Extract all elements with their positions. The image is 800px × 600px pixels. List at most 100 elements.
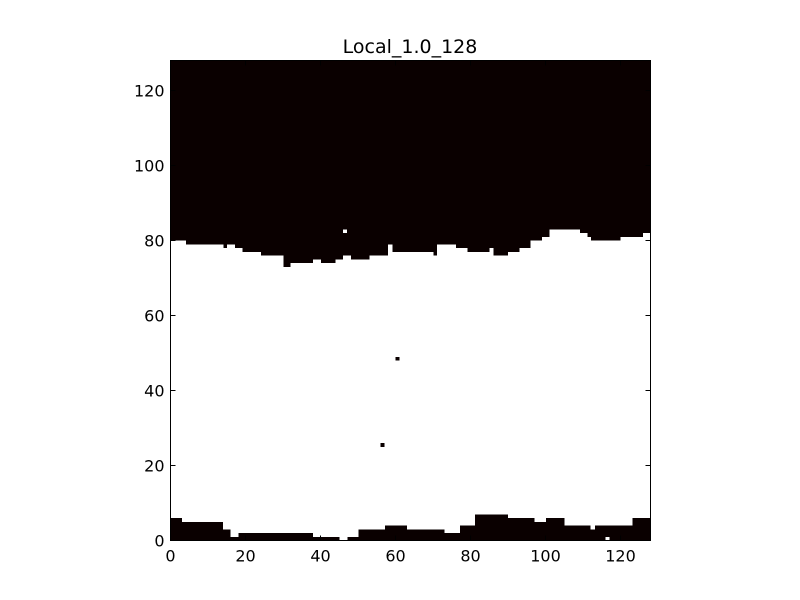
plot-frame: [170, 60, 651, 541]
heatmap-column: [511, 251, 517, 518]
heatmap-column: [268, 255, 273, 533]
heatmap-column: [609, 240, 614, 526]
heatmap-column: [204, 244, 209, 522]
heatmap-column: [361, 259, 367, 530]
heatmap-column: [463, 248, 468, 526]
heatmap-column: [174, 240, 179, 518]
heatmap-speck: [395, 356, 400, 361]
heatmap-column: [301, 263, 307, 533]
heatmap-column: [601, 240, 607, 526]
y-tick-label: 100: [134, 157, 165, 176]
heatmap-column: [260, 255, 265, 533]
heatmap-column: [455, 248, 460, 533]
heatmap-column: [579, 233, 584, 526]
heatmap-column: [631, 236, 637, 518]
heatmap-column: [399, 251, 404, 526]
heatmap-column: [249, 251, 254, 533]
heatmap-column: [541, 236, 547, 522]
heatmap-column: [534, 240, 539, 522]
heatmap-column: [339, 259, 344, 541]
heatmap-column: [504, 255, 509, 515]
heatmap-column: [215, 244, 220, 522]
heatmap-column: [586, 236, 592, 526]
heatmap-column: [256, 251, 262, 533]
heatmap-column: [444, 244, 449, 533]
heatmap-column: [185, 244, 190, 522]
x-tick-label: 40: [310, 547, 330, 566]
y-tick-label: 20: [144, 457, 164, 476]
heatmap-column: [369, 255, 374, 530]
heatmap-column: [245, 251, 250, 533]
heatmap-column: [320, 263, 325, 537]
heatmap-column: [343, 255, 348, 541]
heatmap-column: [605, 240, 610, 526]
heatmap-column: [305, 263, 310, 533]
heatmap-column: [575, 229, 580, 526]
heatmap-column: [571, 229, 577, 526]
heatmap-column: [448, 244, 453, 533]
heatmap-column: [234, 248, 239, 537]
heatmap-column: [298, 263, 303, 533]
x-tick-label: 20: [235, 547, 255, 566]
heatmap-column: [620, 236, 625, 526]
x-tick-label: 120: [605, 547, 636, 566]
heatmap-column: [530, 240, 535, 518]
heatmap-column: [230, 244, 235, 537]
heatmap-column: [474, 251, 479, 515]
heatmap-column: [624, 236, 629, 526]
y-tick-label: 60: [144, 307, 164, 326]
heatmap-column: [365, 259, 370, 530]
heatmap-column: [481, 251, 487, 515]
y-tick-label: 120: [134, 82, 165, 101]
heatmap-column: [208, 244, 213, 522]
heatmap-column: [286, 266, 292, 533]
x-tick-label: 100: [530, 547, 561, 566]
heatmap-column: [459, 248, 464, 526]
heatmap-column: [275, 255, 280, 533]
heatmap-column: [384, 255, 389, 526]
heatmap-column: [545, 236, 550, 518]
heatmap-column: [331, 263, 337, 537]
heatmap-column: [485, 251, 490, 515]
heatmap-column: [226, 244, 232, 530]
heatmap-column: [425, 251, 430, 530]
heatmap-column: [650, 233, 655, 518]
heatmap-column: [418, 251, 423, 530]
heatmap-column: [515, 251, 520, 518]
heatmap-column: [211, 244, 217, 522]
heatmap-column: [200, 244, 205, 522]
heatmap-column: [279, 255, 284, 533]
heatmap-column: [451, 244, 457, 533]
heatmap-column: [309, 263, 314, 533]
heatmap-column: [316, 259, 322, 537]
heatmap-column: [196, 244, 202, 522]
heatmap-column: [613, 240, 618, 526]
heatmap-column: [564, 229, 569, 526]
x-axis: 0 20 40 60 80 100 120: [165, 60, 636, 566]
heatmap-column: [346, 255, 352, 537]
y-tick-label: 0: [154, 532, 164, 551]
heatmap-column: [313, 259, 318, 537]
heatmap-column: [264, 255, 269, 533]
heatmap-column: [560, 229, 565, 518]
heatmap-column: [643, 233, 648, 518]
heatmap-column: [350, 259, 355, 537]
heatmap-column: [335, 259, 340, 537]
heatmap-column: [590, 240, 595, 530]
heatmap-column: [193, 244, 198, 522]
heatmap-column: [358, 259, 363, 530]
heatmap-column: [178, 240, 183, 518]
heatmap-column: [654, 233, 659, 518]
heatmap-column: [328, 263, 333, 537]
heatmap-column: [583, 233, 588, 526]
heatmap-column: [189, 244, 194, 522]
heatmap-column: [388, 244, 393, 526]
heatmap-column: [568, 229, 573, 526]
heatmap-column: [646, 233, 652, 518]
chart-title: Local_1.0_128: [343, 36, 478, 58]
heatmap-column: [493, 255, 498, 515]
heatmap-speck: [605, 536, 610, 541]
heatmap-column: [421, 251, 427, 530]
heatmap-column: [549, 229, 554, 518]
heatmap-column: [391, 251, 397, 526]
